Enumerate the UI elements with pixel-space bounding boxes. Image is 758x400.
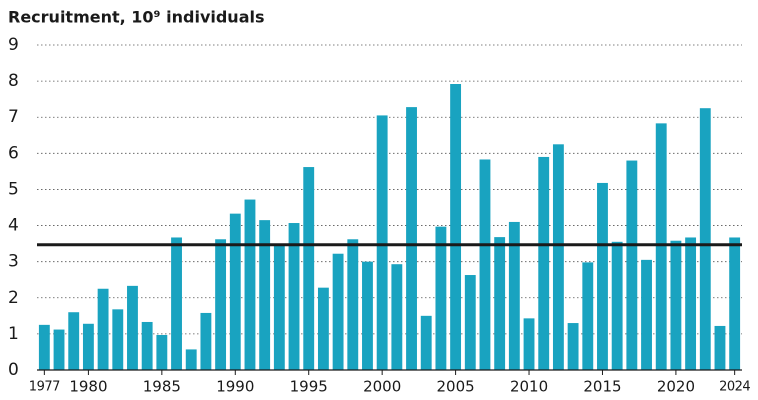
bar [259, 220, 271, 370]
bar [82, 323, 94, 370]
bar [552, 144, 564, 370]
x-tick-label: 2024 [719, 380, 750, 395]
bar [156, 334, 168, 370]
y-tick-label: 6 [8, 143, 19, 163]
y-tick-label: 7 [8, 107, 19, 127]
bar [729, 237, 741, 370]
bar [288, 223, 300, 370]
bar [376, 115, 388, 371]
y-tick-label: 8 [8, 71, 19, 91]
x-tick-label: 1977 [29, 380, 60, 395]
bar [670, 240, 682, 370]
bar [420, 315, 432, 370]
bar [68, 312, 80, 370]
y-tick-label: 3 [8, 252, 19, 272]
bar [699, 108, 711, 370]
chart-title: Recruitment, 10⁹ individuals [8, 8, 265, 27]
bar [127, 285, 138, 370]
x-tick-label: 2015 [583, 378, 621, 396]
bar [332, 253, 344, 370]
bar [347, 239, 359, 370]
bar [97, 288, 109, 370]
y-tick-label: 9 [8, 35, 19, 55]
bar [567, 323, 579, 370]
bar [362, 261, 373, 370]
bar [215, 239, 227, 370]
bar [53, 329, 65, 370]
bar [582, 262, 594, 370]
x-tick-label: 1990 [216, 378, 254, 396]
bar [685, 237, 697, 370]
bar [273, 245, 285, 370]
bar [523, 318, 535, 370]
bar [406, 107, 417, 370]
bar [464, 275, 476, 370]
bar [435, 226, 447, 370]
bar [714, 325, 726, 370]
bar [611, 241, 623, 370]
bar [494, 237, 506, 370]
y-tick-label: 5 [8, 179, 19, 199]
bar [626, 160, 638, 370]
x-tick-label: 2020 [657, 378, 695, 396]
bar [229, 213, 241, 370]
y-tick-label: 4 [8, 216, 19, 236]
x-tick-label: 1980 [69, 378, 107, 396]
bar [538, 156, 550, 370]
x-tick-label: 2005 [437, 378, 475, 396]
bar [655, 123, 667, 370]
bar [508, 221, 520, 370]
bar [185, 349, 197, 370]
bar [141, 321, 153, 370]
bar [479, 159, 491, 370]
bar [641, 259, 652, 370]
bar [303, 167, 315, 370]
bar [244, 199, 256, 370]
bar [450, 84, 462, 370]
y-tick-label: 2 [8, 288, 19, 308]
bar [112, 309, 124, 370]
bar [317, 287, 329, 370]
bar [597, 182, 608, 370]
y-tick-label: 1 [8, 324, 19, 344]
x-tick-label: 2000 [363, 378, 401, 396]
y-tick-label: 0 [8, 360, 19, 380]
bar [38, 324, 50, 370]
bar [171, 237, 182, 370]
bar [391, 264, 403, 370]
x-tick-label: 1995 [290, 378, 328, 396]
bar [200, 312, 212, 370]
x-tick-label: 1985 [143, 378, 181, 396]
x-tick-label: 2010 [510, 378, 548, 396]
